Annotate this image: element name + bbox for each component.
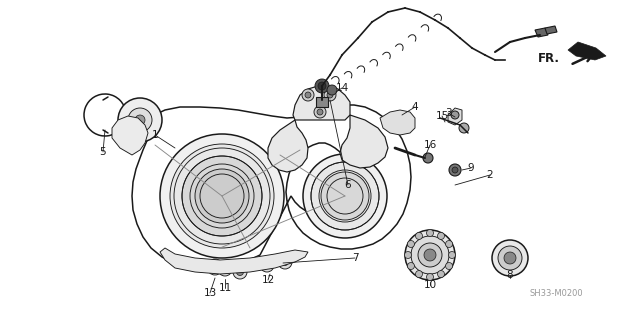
Circle shape: [321, 172, 369, 220]
Circle shape: [492, 240, 528, 276]
Text: 9: 9: [468, 163, 474, 173]
Circle shape: [408, 263, 415, 270]
Polygon shape: [568, 42, 606, 60]
Circle shape: [445, 263, 452, 270]
Circle shape: [459, 123, 469, 133]
Circle shape: [303, 154, 387, 238]
Circle shape: [438, 233, 445, 240]
Circle shape: [264, 262, 271, 269]
Text: 5: 5: [100, 147, 106, 157]
Text: 16: 16: [424, 140, 436, 150]
Text: 3: 3: [445, 108, 451, 118]
Circle shape: [451, 111, 459, 119]
Polygon shape: [112, 116, 148, 155]
Polygon shape: [160, 248, 308, 274]
Circle shape: [318, 82, 326, 90]
Text: SH33-M0200: SH33-M0200: [529, 288, 583, 298]
Text: 13: 13: [204, 288, 216, 298]
Circle shape: [315, 79, 329, 93]
Circle shape: [160, 134, 284, 258]
Circle shape: [233, 265, 247, 279]
Circle shape: [423, 153, 433, 163]
Circle shape: [237, 269, 243, 276]
Circle shape: [498, 246, 522, 270]
Circle shape: [426, 273, 433, 280]
Text: 11: 11: [218, 283, 232, 293]
Circle shape: [445, 241, 452, 248]
Circle shape: [324, 89, 336, 101]
Text: 4: 4: [412, 102, 419, 112]
Circle shape: [135, 115, 145, 125]
Circle shape: [449, 164, 461, 176]
Circle shape: [426, 229, 433, 236]
Circle shape: [327, 85, 337, 95]
Text: 14: 14: [335, 83, 349, 93]
Circle shape: [327, 92, 333, 98]
Circle shape: [305, 92, 311, 98]
Text: 12: 12: [261, 275, 275, 285]
Circle shape: [128, 108, 152, 132]
Text: 2: 2: [486, 170, 493, 180]
Circle shape: [282, 258, 289, 265]
Circle shape: [449, 251, 456, 258]
Circle shape: [218, 262, 232, 276]
Circle shape: [404, 251, 412, 258]
Polygon shape: [316, 97, 328, 107]
Text: 7: 7: [352, 253, 358, 263]
Circle shape: [302, 89, 314, 101]
Circle shape: [170, 144, 274, 248]
Circle shape: [408, 241, 415, 248]
Circle shape: [504, 252, 516, 264]
Circle shape: [415, 271, 422, 278]
Polygon shape: [448, 108, 462, 125]
Text: FR.: FR.: [538, 51, 560, 64]
Polygon shape: [380, 110, 415, 135]
Text: 10: 10: [424, 280, 436, 290]
Circle shape: [418, 243, 442, 267]
Circle shape: [405, 230, 455, 280]
Circle shape: [195, 169, 249, 223]
Text: 6: 6: [345, 180, 351, 190]
Circle shape: [221, 265, 228, 272]
Circle shape: [411, 236, 449, 274]
Circle shape: [182, 156, 262, 236]
Circle shape: [211, 263, 219, 271]
Circle shape: [118, 98, 162, 142]
Polygon shape: [293, 86, 350, 120]
Circle shape: [438, 271, 445, 278]
Circle shape: [452, 167, 458, 173]
Text: 8: 8: [507, 270, 513, 280]
Circle shape: [424, 249, 436, 261]
Text: 1: 1: [152, 130, 158, 140]
Text: 15: 15: [435, 111, 449, 121]
Circle shape: [311, 162, 379, 230]
Circle shape: [278, 255, 292, 269]
Circle shape: [207, 259, 223, 275]
Polygon shape: [268, 120, 308, 172]
Circle shape: [260, 258, 274, 272]
Polygon shape: [340, 115, 388, 168]
Circle shape: [314, 106, 326, 118]
Polygon shape: [535, 28, 548, 37]
Polygon shape: [545, 26, 557, 34]
Circle shape: [317, 109, 323, 115]
Circle shape: [415, 233, 422, 240]
